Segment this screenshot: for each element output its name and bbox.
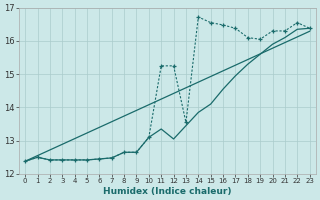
X-axis label: Humidex (Indice chaleur): Humidex (Indice chaleur): [103, 187, 232, 196]
